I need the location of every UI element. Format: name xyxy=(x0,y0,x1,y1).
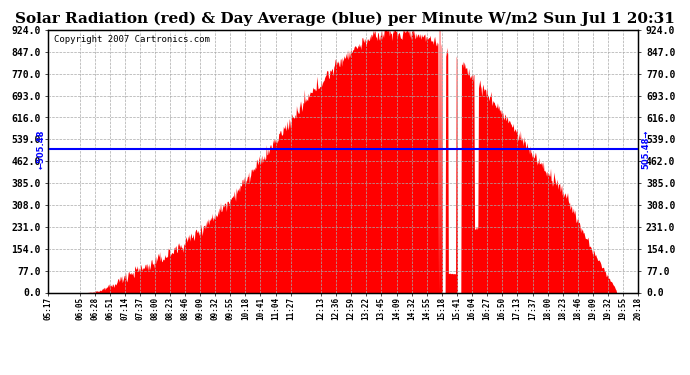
Text: ←505.48: ←505.48 xyxy=(37,129,46,169)
Text: Solar Radiation (red) & Day Average (blue) per Minute W/m2 Sun Jul 1 20:31: Solar Radiation (red) & Day Average (blu… xyxy=(15,11,675,26)
Text: 505.48→: 505.48→ xyxy=(641,129,650,169)
Text: Copyright 2007 Cartronics.com: Copyright 2007 Cartronics.com xyxy=(55,35,210,44)
